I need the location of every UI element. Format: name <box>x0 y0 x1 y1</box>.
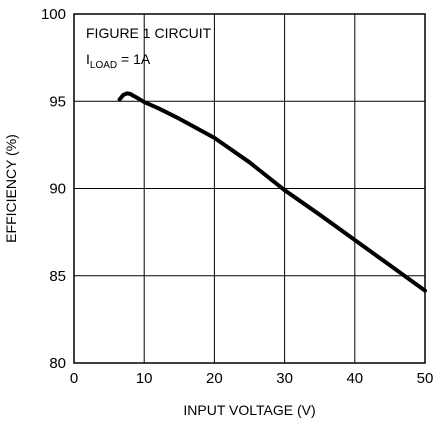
y-tick-label: 85 <box>49 268 66 285</box>
x-tick-label: 0 <box>70 370 78 387</box>
annotation-i-symbol: I <box>86 51 90 67</box>
annotation-box: FIGURE 1 CIRCUIT ILOAD = 1A <box>86 25 212 71</box>
annotation-line-1: FIGURE 1 CIRCUIT <box>86 25 212 41</box>
annotation-load-value: = 1A <box>117 51 151 67</box>
plot-frame <box>73 13 426 364</box>
x-tick-label: 50 <box>417 370 434 387</box>
y-tick-label: 95 <box>49 93 66 110</box>
x-tick-label: 40 <box>346 370 363 387</box>
x-tick-label: 20 <box>206 370 223 387</box>
efficiency-series-line <box>117 91 427 293</box>
y-tick-label: 90 <box>49 181 66 198</box>
annotation-line-2: ILOAD = 1A <box>86 51 151 71</box>
y-tick-label: 80 <box>49 355 66 372</box>
tick-label-layer: 0 10 20 30 40 50 80 85 90 95 100 <box>41 6 433 387</box>
series-layer <box>117 91 427 293</box>
x-tick-label: 10 <box>136 370 153 387</box>
x-axis-title: INPUT VOLTAGE (V) <box>183 402 315 418</box>
annotation-load-subscript: LOAD <box>90 60 117 71</box>
x-tick-label: 30 <box>276 370 293 387</box>
y-axis-title: EFFICIENCY (%) <box>3 134 19 243</box>
y-tick-label: 100 <box>41 6 66 23</box>
